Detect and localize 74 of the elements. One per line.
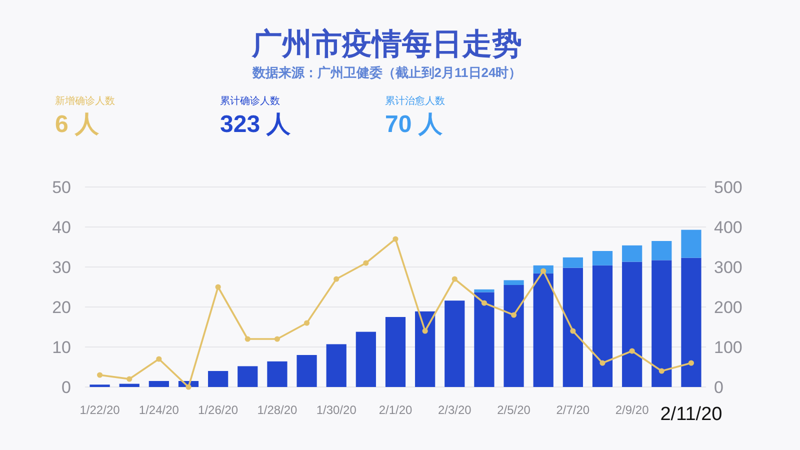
bar xyxy=(444,300,465,387)
point xyxy=(363,260,369,266)
point xyxy=(629,348,635,354)
x-tick-label: 1/28/20 xyxy=(257,403,298,417)
bar xyxy=(296,355,317,387)
y2-tick-label: 400 xyxy=(714,218,742,237)
point xyxy=(274,336,280,342)
bar xyxy=(474,292,494,387)
point xyxy=(452,276,458,282)
y2-tick-label: 500 xyxy=(714,178,742,197)
text: 6 人 xyxy=(55,111,100,138)
bar xyxy=(592,265,613,387)
x-tick-label: 2/5/20 xyxy=(497,403,531,417)
bar xyxy=(119,384,140,387)
y2-tick-label: 100 xyxy=(714,338,742,357)
bar xyxy=(622,262,642,387)
bar xyxy=(504,285,524,387)
bar xyxy=(652,241,672,260)
bar xyxy=(238,366,258,387)
point xyxy=(244,336,250,342)
point xyxy=(392,236,398,242)
point xyxy=(481,300,488,306)
bar xyxy=(504,280,524,285)
y-tick-label: 10 xyxy=(52,338,71,357)
point xyxy=(334,276,340,282)
point xyxy=(658,368,664,374)
x-tick-label: 2/1/20 xyxy=(378,403,412,417)
bar xyxy=(592,251,613,266)
point xyxy=(215,284,221,290)
y2-tick-label: 200 xyxy=(714,298,742,317)
y2-tick-label: 0 xyxy=(714,378,724,397)
x-tick-label: 1/30/20 xyxy=(316,403,357,417)
x-tick-label: 2/11/20 xyxy=(660,404,722,425)
y-tick-label: 30 xyxy=(52,258,71,277)
point xyxy=(304,320,310,326)
bar xyxy=(326,344,346,387)
point xyxy=(126,376,132,382)
bar xyxy=(474,289,494,292)
chart-title: 广州市疫情每日走势 xyxy=(251,27,522,61)
bar xyxy=(533,273,554,387)
bar xyxy=(415,311,436,387)
y-tick-label: 20 xyxy=(52,298,71,317)
point xyxy=(688,360,694,366)
point xyxy=(422,328,428,334)
point xyxy=(156,356,162,362)
bar xyxy=(267,361,288,387)
x-tick-label: 2/3/20 xyxy=(438,403,472,417)
bar xyxy=(681,230,702,258)
bar xyxy=(681,258,702,387)
bar xyxy=(652,260,672,387)
text: 70 人 xyxy=(385,111,444,138)
x-tick-label: 1/24/20 xyxy=(138,403,180,417)
y2-tick-label: 300 xyxy=(714,258,742,277)
bar xyxy=(356,332,376,387)
point xyxy=(600,360,606,366)
bar xyxy=(385,317,406,387)
x-tick-label: 2/7/20 xyxy=(556,403,590,417)
x-tick-label: 2/9/20 xyxy=(615,403,650,417)
y-tick-label: 50 xyxy=(52,178,71,197)
bar xyxy=(562,268,583,387)
x-tick-label: 1/26/20 xyxy=(198,403,238,417)
chart-subtitle: 数据来源：广州卫健委（截止到2月11日24时） xyxy=(251,65,522,80)
y-tick-label: 0 xyxy=(62,378,71,397)
bar xyxy=(148,381,169,387)
point xyxy=(96,372,103,378)
x-tick-label: 1/22/20 xyxy=(80,403,120,417)
bar xyxy=(622,245,642,262)
point xyxy=(510,312,517,318)
bar xyxy=(208,371,228,387)
text: 323 人 xyxy=(220,111,292,138)
y-tick-label: 40 xyxy=(52,218,71,237)
point xyxy=(570,328,576,334)
bar xyxy=(562,257,583,268)
point xyxy=(186,384,192,390)
